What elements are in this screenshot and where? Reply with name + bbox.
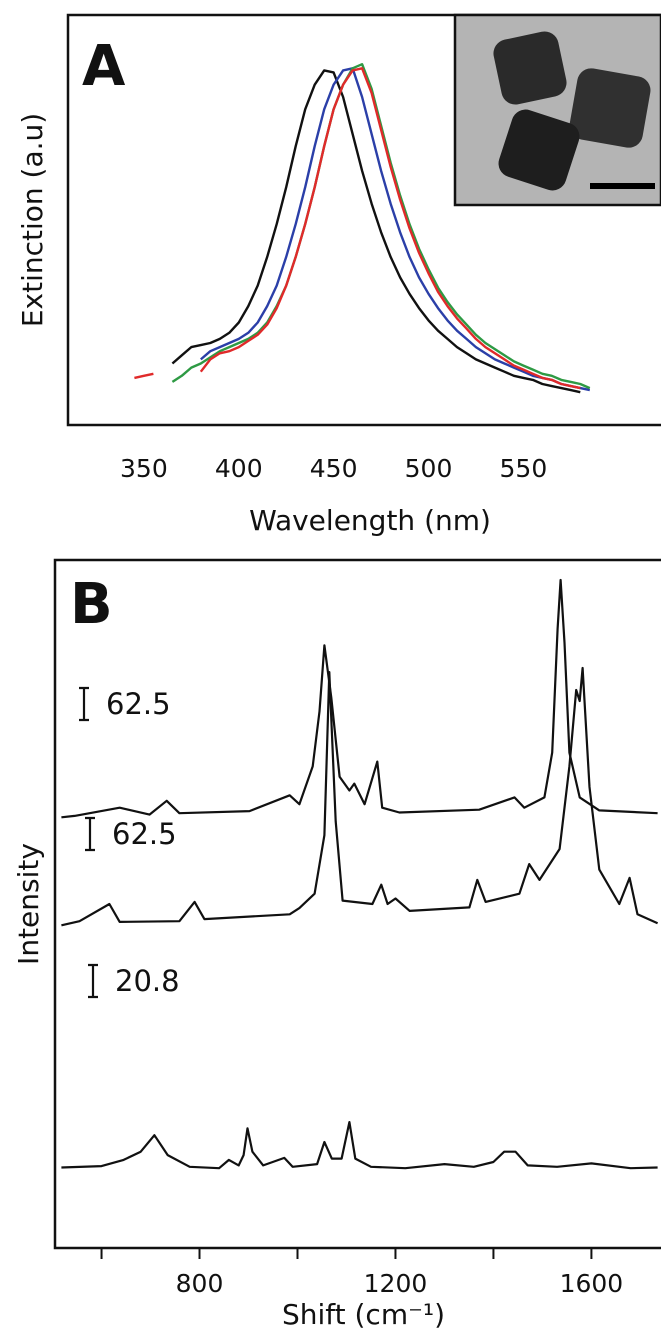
scale-bar-label: 62.5 — [112, 817, 177, 851]
spectrum-line — [200, 67, 591, 392]
x-axis-label: Wavelength (nm) — [249, 504, 491, 537]
x-tick-label: 500 — [405, 454, 453, 483]
x-tick-label: 550 — [500, 454, 548, 483]
nanocube — [569, 68, 651, 148]
x-tick-label: 350 — [120, 454, 168, 483]
scale-bar-label: 62.5 — [106, 687, 171, 721]
y-axis-label: Intensity — [12, 843, 45, 965]
x-tick-label: 400 — [215, 454, 263, 483]
x-tick-label: 1200 — [364, 1269, 428, 1298]
spectrum-line — [61, 666, 659, 927]
x-tick-label: 450 — [310, 454, 358, 483]
x-axis-label: Shift (cm⁻¹) — [282, 1298, 445, 1331]
plot-frame — [53, 558, 661, 1250]
panel-label: A — [82, 34, 126, 99]
nanocube — [498, 109, 580, 191]
spectrum-line — [171, 69, 581, 394]
scale-bar-label: 20.8 — [115, 964, 180, 998]
scale-bar — [79, 686, 89, 722]
spectrum-line — [61, 578, 658, 819]
x-tick-label: 1600 — [560, 1269, 624, 1298]
tem-inset — [453, 13, 661, 207]
panel-label: B — [70, 572, 113, 637]
spectrum-line — [61, 1121, 658, 1170]
scale-bar — [85, 816, 95, 852]
y-axis-label: Extinction (a.u) — [16, 113, 49, 327]
scale-bar — [88, 963, 98, 999]
plot-frame — [66, 13, 661, 427]
x-tick-label: 800 — [176, 1269, 224, 1298]
nanocube — [493, 31, 567, 105]
spectrum-line — [134, 67, 581, 390]
